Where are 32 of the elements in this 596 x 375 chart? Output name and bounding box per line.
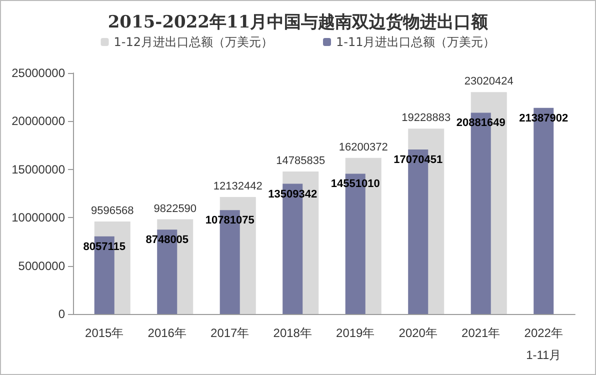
data-label: 10781075 [205, 214, 254, 227]
data-label: 20881649 [456, 117, 506, 130]
y-tick-label: 0 [58, 307, 66, 321]
x-tick-label: 2017年 [210, 326, 250, 340]
data-label: 23020424 [464, 76, 514, 88]
x-tick-label: 2021年 [462, 326, 500, 340]
data-label: 17070451 [394, 154, 443, 166]
data-label: 9596568 [90, 204, 134, 217]
data-label: 9822590 [154, 202, 197, 215]
y-tick-label: 10000000 [12, 210, 66, 225]
legend-label: 1-12月进出口总额（万美元） [114, 35, 273, 49]
data-label: 19228883 [402, 112, 451, 124]
data-label: 16200372 [338, 141, 388, 154]
x-tick-label: 2015年 [85, 326, 124, 340]
chart-title: 2015-2022年11月中国与越南双边货物进出口额 [108, 12, 490, 32]
legend-label: 1-11月进出口总额（万美元） [336, 35, 496, 49]
x-tick-label: 2019年 [336, 326, 375, 340]
x-tick-label: 2022年 1-11月 [524, 326, 563, 362]
x-tick-label: 2020年 [398, 326, 438, 340]
data-label: 8748005 [146, 234, 189, 246]
x-tick-label: 2018年 [273, 326, 312, 340]
x-tick-label: 2016年 [148, 326, 186, 340]
y-tick-label: 20000000 [12, 114, 66, 128]
data-label: 8057115 [83, 240, 126, 253]
data-label: 21387902 [519, 112, 568, 124]
data-label: 14551010 [330, 178, 380, 190]
y-tick-label: 5000000 [18, 258, 66, 273]
y-tick-label: 15000000 [12, 162, 66, 176]
y-tick-label: 25000000 [12, 66, 66, 80]
data-label: 13509342 [268, 188, 318, 200]
data-label: 14785835 [276, 154, 326, 167]
data-label: 12132442 [213, 180, 262, 193]
